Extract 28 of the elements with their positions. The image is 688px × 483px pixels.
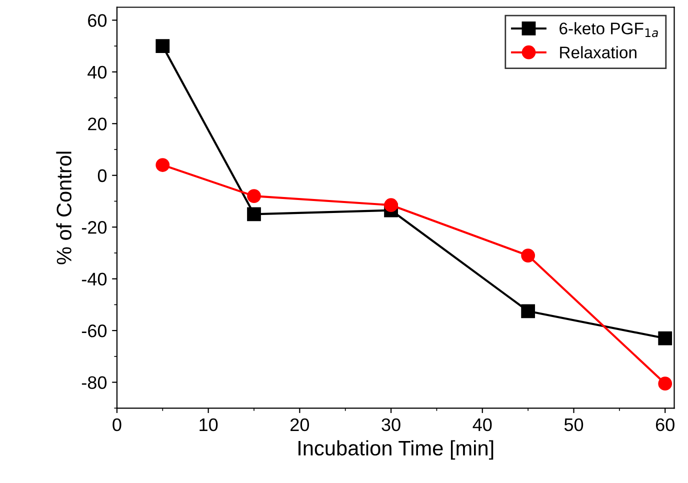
y-axis-title: % of Control [56,152,72,264]
legend-label: Relaxation [560,46,636,58]
x-tick-label: 0 [112,418,122,432]
y-tick-label: 40 [88,66,107,79]
point [247,207,261,222]
y-tick-label: 20 [88,118,107,130]
y-tick-label: 60 [88,14,107,27]
point [658,376,672,391]
x-axis-title: Incubation Time [min] [298,440,494,460]
x-tick-label: 30 [382,418,400,432]
point [521,248,536,262]
point [658,331,672,346]
point [384,198,398,212]
x-tick-label: 20 [290,418,310,432]
point [247,189,261,203]
x-tick-label: 10 [200,418,218,432]
legend-label: 6-keto PGF$_{1a}$ [560,22,658,38]
point [156,158,170,172]
x-tick-label: 40 [472,418,492,432]
y-tick-label: -20 [82,221,107,234]
y-tick-label: 0 [98,169,107,182]
y-tick-label: -40 [82,272,107,286]
x-tick-label: 60 [656,418,674,432]
point [156,39,170,53]
y-tick-label: -80 [82,376,107,389]
x-tick-label: 50 [564,418,584,432]
point [521,304,536,318]
y-tick-label: -60 [82,324,107,338]
